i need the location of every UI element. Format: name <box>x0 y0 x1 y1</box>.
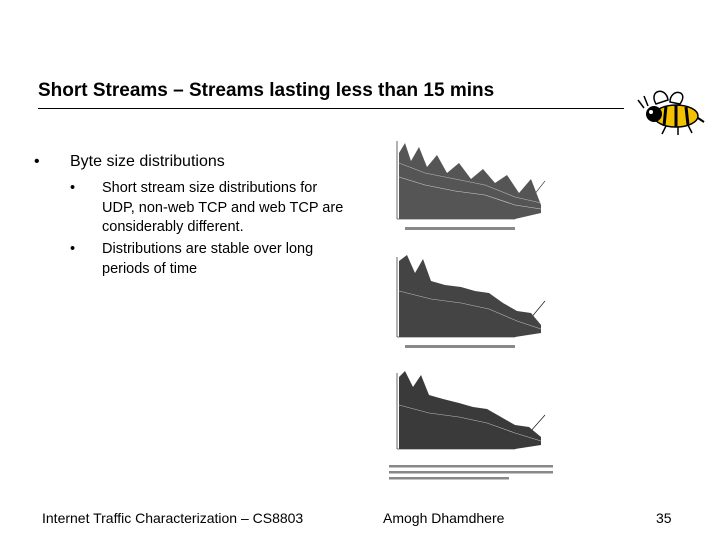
footer-course: Internet Traffic Characterization – CS88… <box>42 510 304 526</box>
surface-plot-non-web-tcp <box>385 251 557 359</box>
bullet-dot: • <box>70 241 76 257</box>
bullet-dot: • <box>70 180 76 196</box>
yellowjacket-bee-icon <box>637 90 705 135</box>
title-underline <box>38 108 624 109</box>
sub-bullet-text: Short stream size distributions for UDP,… <box>102 180 344 235</box>
three-3d-surface-plots-icon <box>385 133 557 485</box>
slide-title: Short Streams – Streams lasting less tha… <box>38 80 495 101</box>
surface-plot-udp <box>385 133 557 241</box>
sub-bullet-text: Distributions are stable over long perio… <box>102 241 314 277</box>
page-number: 35 <box>656 510 672 526</box>
footer-author: Amogh Dhamdhere <box>383 510 505 526</box>
bullet-dot: • <box>34 153 40 170</box>
bullet-text: Byte size distributions <box>70 153 225 170</box>
surface-plot-web-tcp <box>385 369 557 485</box>
